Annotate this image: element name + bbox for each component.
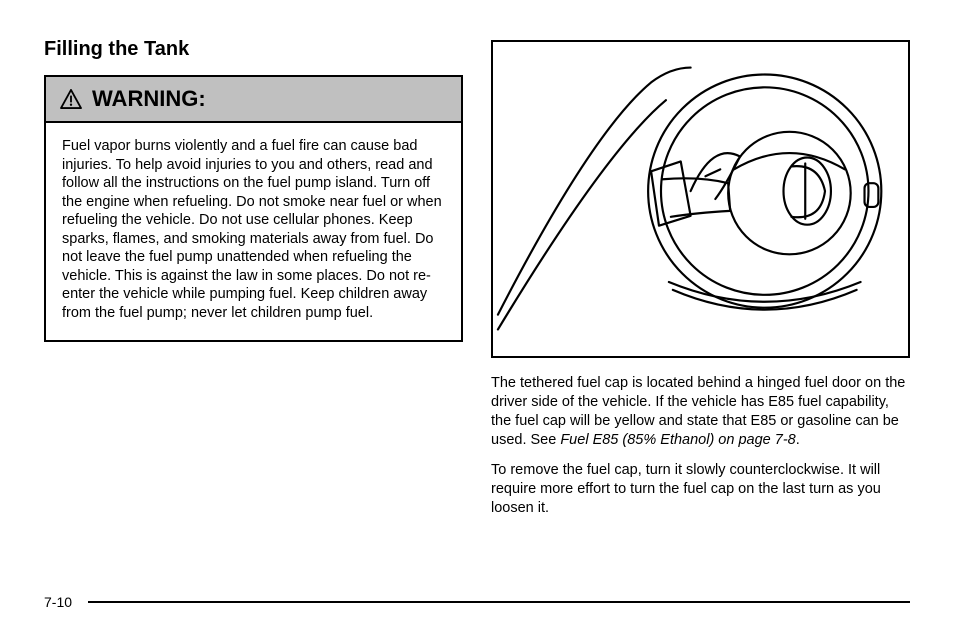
page-footer: 7-10 [44,594,910,610]
warning-triangle-icon [60,89,82,109]
description-paragraph-1: The tethered fuel cap is located behind … [491,374,910,449]
footer-rule [88,601,910,603]
p1-ref: Fuel E85 (85% Ethanol) on page 7-8 [560,432,795,448]
fuel-door-illustration [491,40,910,358]
left-column: Filling the Tank WARNING: Fuel vapor bur… [44,38,463,518]
warning-label: WARNING: [92,86,206,112]
fuel-door-svg [493,42,908,356]
page-columns: Filling the Tank WARNING: Fuel vapor bur… [44,38,910,518]
description-paragraph-2: To remove the fuel cap, turn it slowly c… [491,461,910,518]
warning-box: WARNING: Fuel vapor burns violently and … [44,75,463,342]
p1-b: . [796,432,800,448]
warning-body: Fuel vapor burns violently and a fuel fi… [46,123,461,340]
page-number: 7-10 [44,594,72,610]
warning-header: WARNING: [46,77,461,123]
right-column: The tethered fuel cap is located behind … [491,38,910,518]
section-title: Filling the Tank [44,38,463,61]
